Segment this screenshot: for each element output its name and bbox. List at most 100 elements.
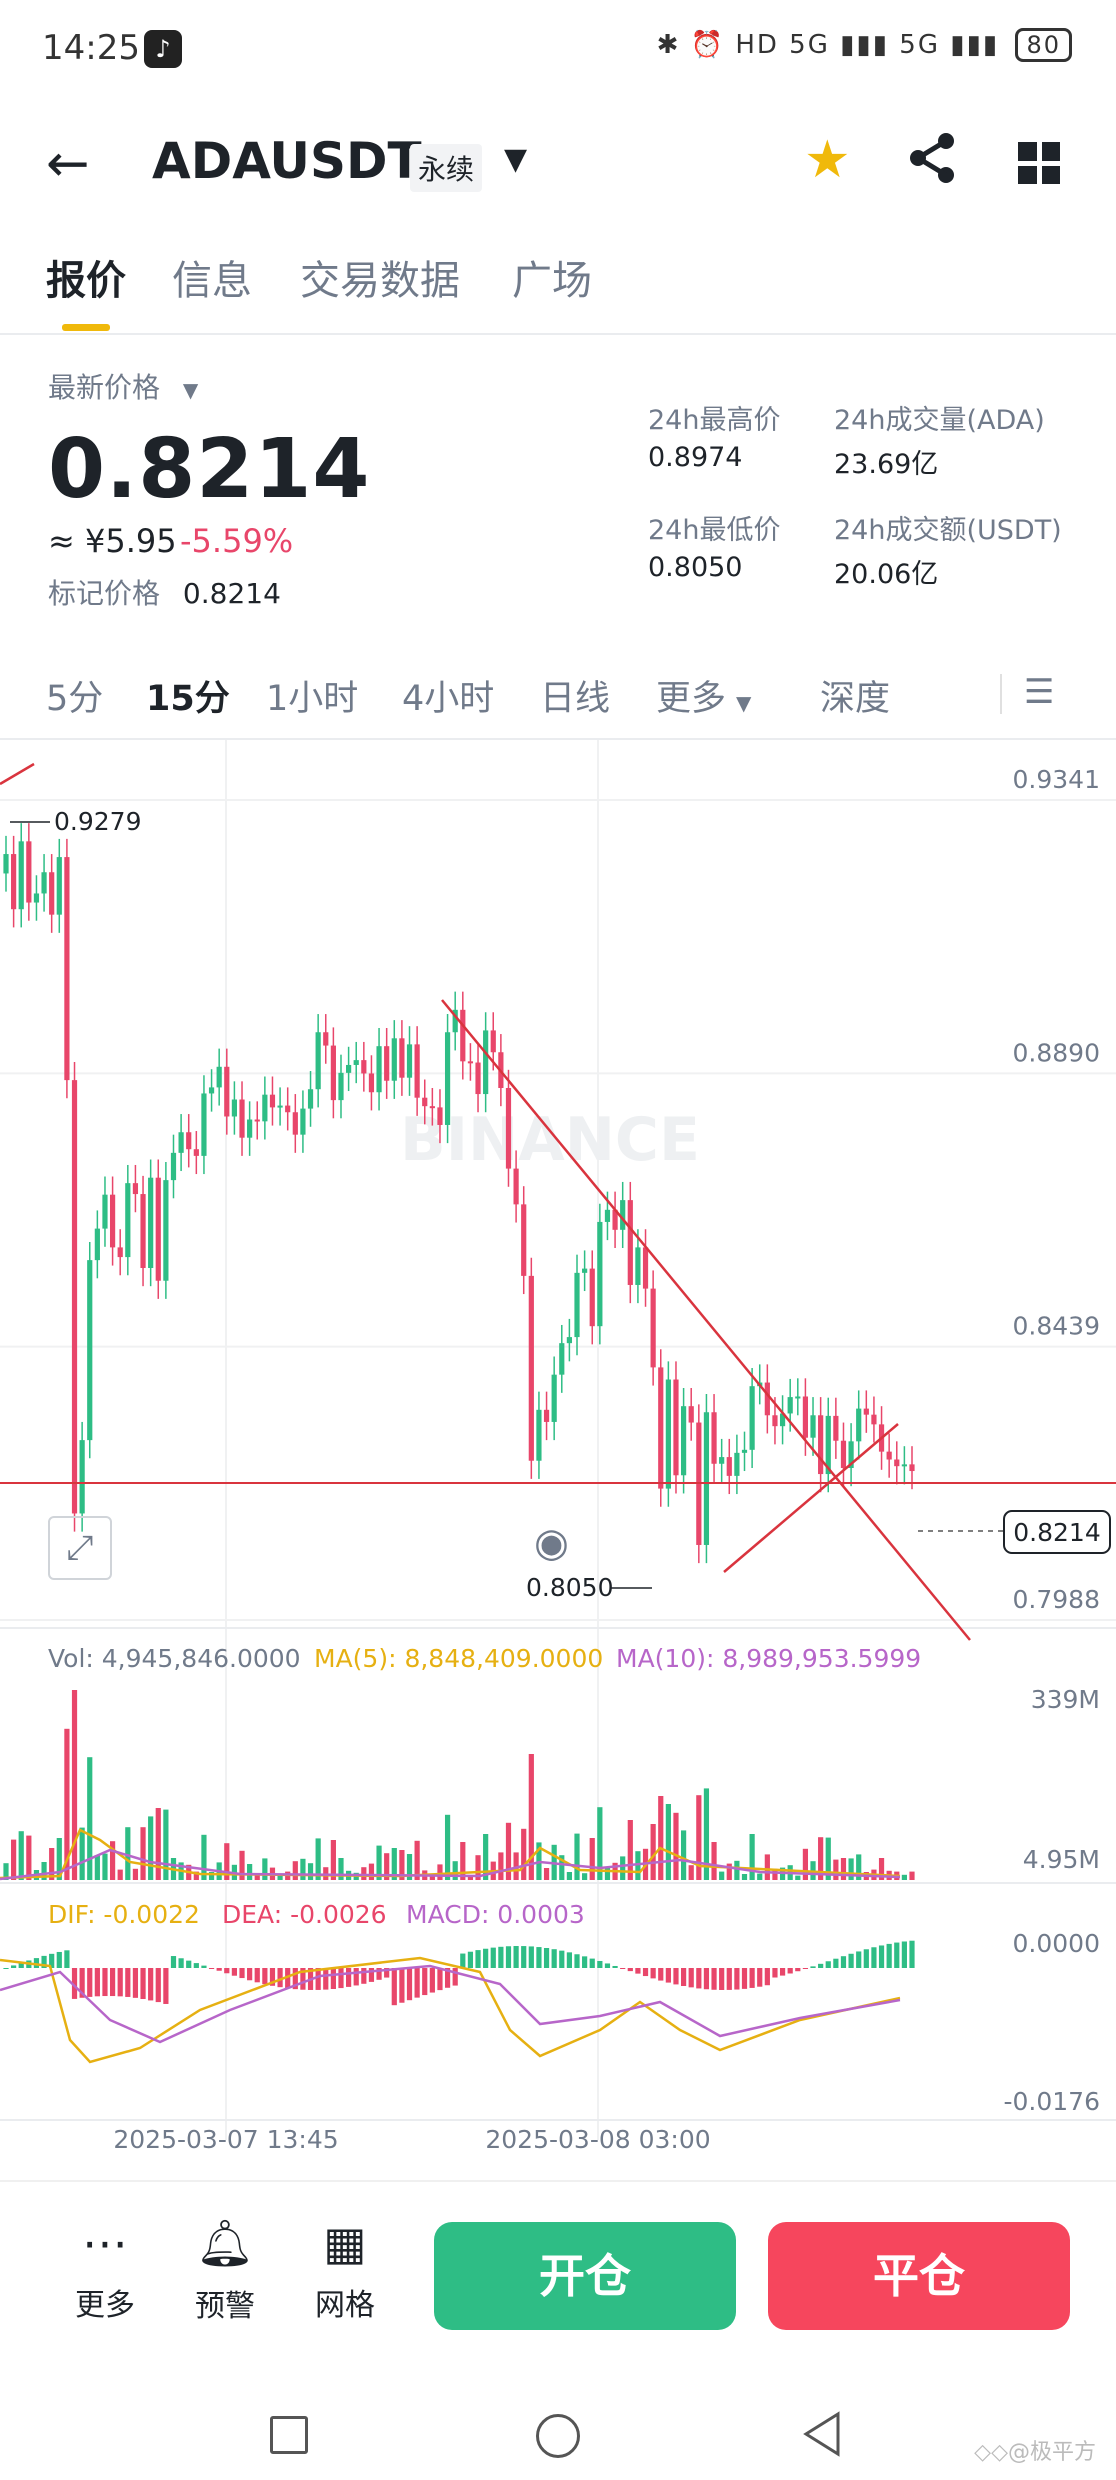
macd-histogram-bar bbox=[467, 1951, 474, 1968]
grid-icon[interactable] bbox=[1018, 142, 1060, 184]
interval-1h[interactable]: 1小时 bbox=[266, 679, 359, 719]
macd-histogram-bar bbox=[277, 1968, 283, 1988]
volume-bar bbox=[840, 1858, 847, 1880]
candle-body bbox=[285, 1105, 291, 1113]
macd-histogram-bar bbox=[757, 1968, 763, 1987]
tab-info[interactable]: 信息 bbox=[172, 258, 252, 304]
volume-bar bbox=[247, 1864, 253, 1880]
chart-settings-icon[interactable]: ☰ bbox=[1024, 672, 1055, 712]
macd-histogram-bar bbox=[597, 1960, 603, 1968]
chart-area[interactable]: BINANCE 0.9341 0.8890 0.8439 0.7988 0.9279 0.… bbox=[0, 740, 1116, 2160]
candle-body bbox=[33, 893, 40, 903]
active-tab-indicator bbox=[62, 324, 110, 331]
candle-body bbox=[3, 854, 9, 874]
volume-bar bbox=[71, 1690, 78, 1880]
volume-bar bbox=[688, 1865, 694, 1880]
macd-tick-label: -0.0176 bbox=[1004, 2087, 1101, 2116]
home-icon[interactable] bbox=[536, 2414, 580, 2458]
macd-histogram-bar bbox=[726, 1968, 732, 1990]
volume-bar bbox=[901, 1874, 907, 1880]
candle-body bbox=[231, 1099, 238, 1117]
macd-histogram-bar bbox=[574, 1954, 580, 1968]
volume-bar bbox=[513, 1852, 519, 1880]
tab-quote[interactable]: 报价 bbox=[46, 258, 126, 304]
macd-histogram-bar bbox=[216, 1968, 222, 1971]
tab-square[interactable]: 广场 bbox=[512, 258, 592, 304]
expand-icon[interactable]: ⤢ bbox=[48, 1516, 112, 1580]
interval-more[interactable]: 更多 ▼ bbox=[656, 670, 751, 721]
candle-body bbox=[825, 1415, 831, 1475]
volume-bar bbox=[856, 1854, 862, 1880]
back-arrow-icon[interactable]: ← bbox=[46, 134, 90, 194]
alert-button[interactable]: 🔔︎ 预警 bbox=[180, 2216, 270, 2325]
trend-line bbox=[441, 999, 971, 1641]
dropdown-caret-icon[interactable]: ▼ bbox=[504, 142, 528, 177]
open-position-button[interactable]: 开仓 bbox=[434, 2222, 736, 2330]
candle-body bbox=[551, 1374, 557, 1422]
interval-15m[interactable]: 15分 bbox=[146, 679, 230, 719]
candle-body bbox=[26, 841, 32, 903]
macd-histogram-bar bbox=[490, 1947, 496, 1968]
volume-bar bbox=[376, 1845, 382, 1880]
candle-body bbox=[505, 1088, 512, 1169]
macd-legend-dif: DIF: -0.0022 bbox=[48, 1900, 200, 1929]
interval-daily[interactable]: 日线 bbox=[540, 679, 611, 719]
volume-bar bbox=[94, 1855, 100, 1880]
divider bbox=[1000, 674, 1002, 714]
candlestick-chart[interactable]: BINANCE 0.93410.88900.84390.79880.92790.… bbox=[0, 740, 1116, 2160]
macd-histogram-bar bbox=[193, 1963, 199, 1968]
macd-histogram-bar bbox=[802, 1968, 809, 1969]
interval-depth[interactable]: 深度 bbox=[820, 679, 891, 719]
macd-histogram-bar bbox=[41, 1955, 47, 1968]
macd-histogram-bar bbox=[87, 1968, 93, 1997]
star-icon[interactable]: ★ bbox=[804, 130, 851, 190]
macd-histogram-bar bbox=[848, 1953, 854, 1968]
grid-trading-button[interactable]: ▦ 网格 bbox=[300, 2216, 390, 2324]
volume-bar bbox=[650, 1824, 656, 1880]
volume-bar bbox=[878, 1858, 885, 1880]
volume-bar bbox=[201, 1834, 207, 1880]
share-icon[interactable] bbox=[908, 132, 956, 195]
macd-histogram-bar bbox=[779, 1968, 786, 1976]
current-price-box bbox=[1003, 1510, 1111, 1555]
symbol-title[interactable]: ADAUSDT bbox=[152, 132, 422, 190]
volume-bar bbox=[566, 1872, 572, 1880]
last-price-label[interactable]: 最新价格 ▼ bbox=[48, 366, 198, 406]
candle-body bbox=[323, 1032, 329, 1046]
candle-body bbox=[109, 1194, 116, 1248]
volume-bar bbox=[825, 1837, 831, 1880]
interval-4h[interactable]: 4小时 bbox=[402, 679, 495, 719]
stat-low-value: 0.8050 bbox=[648, 552, 743, 583]
tab-trading-data[interactable]: 交易数据 bbox=[300, 258, 460, 304]
volume-legend-vol: Vol: 4,945,846.0000 bbox=[48, 1644, 301, 1673]
macd-histogram-bar bbox=[132, 1968, 139, 1998]
candle-body bbox=[635, 1247, 641, 1285]
candle-body bbox=[132, 1183, 139, 1195]
macd-histogram-bar bbox=[878, 1945, 885, 1968]
macd-histogram-bar bbox=[711, 1968, 717, 1990]
macd-histogram-bar bbox=[513, 1946, 519, 1968]
close-position-button[interactable]: 平仓 bbox=[768, 2222, 1070, 2330]
recents-icon[interactable] bbox=[270, 2416, 308, 2454]
candle-body bbox=[848, 1441, 854, 1468]
volume-bar bbox=[741, 1874, 748, 1880]
eye-icon[interactable]: ◉ bbox=[534, 1520, 569, 1566]
back-icon[interactable] bbox=[800, 2410, 844, 2462]
candle-body bbox=[208, 1087, 215, 1094]
volume-bar bbox=[627, 1820, 633, 1880]
macd-histogram-bar bbox=[3, 1968, 9, 1969]
candle-body bbox=[353, 1060, 359, 1065]
more-button[interactable]: ⋯ 更多 bbox=[60, 2216, 150, 2324]
macd-histogram-bar bbox=[818, 1963, 824, 1968]
candle-body bbox=[642, 1247, 649, 1289]
volume-bar bbox=[26, 1835, 32, 1880]
volume-bar bbox=[429, 1875, 435, 1880]
high-annotation: 0.9279 bbox=[54, 807, 141, 836]
macd-histogram-bar bbox=[566, 1952, 572, 1968]
volume-bar bbox=[224, 1843, 230, 1880]
candle-body bbox=[673, 1379, 679, 1476]
candle-body bbox=[460, 1009, 466, 1062]
volume-bar bbox=[726, 1863, 732, 1880]
volume-bar bbox=[444, 1814, 451, 1880]
interval-5m[interactable]: 5分 bbox=[46, 679, 104, 719]
